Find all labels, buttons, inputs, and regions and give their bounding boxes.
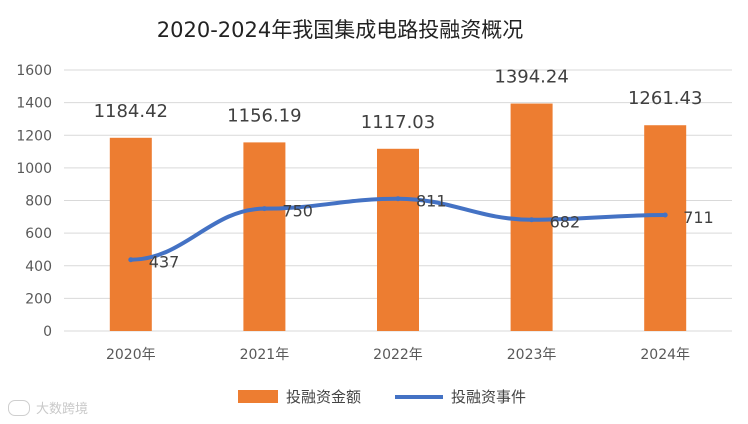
bar-data-label: 1156.19 [227, 105, 301, 126]
line-data-label: 750 [282, 202, 313, 221]
y-tick-label: 800 [25, 194, 52, 210]
y-tick-label: 200 [25, 291, 52, 307]
bar [243, 142, 286, 331]
bar [644, 125, 687, 331]
x-tick-label: 2021年 [240, 347, 290, 363]
line-point [529, 217, 535, 223]
y-tick-label: 1600 [16, 63, 52, 79]
legend-swatch-amount [238, 390, 278, 403]
watermark-logo-icon [8, 399, 30, 416]
bar-data-label: 1394.24 [494, 67, 568, 88]
x-tick-label: 2022年 [373, 347, 423, 363]
bar-data-label: 1184.42 [94, 101, 168, 122]
y-tick-label: 600 [25, 226, 52, 242]
y-tick-label: 1000 [16, 161, 52, 177]
line-data-label: 437 [149, 253, 180, 272]
chart-title: 2020-2024年我国集成电路投融资概况 [156, 18, 524, 42]
line-data-label: 682 [550, 213, 581, 232]
legend-item-events: 投融资事件 [395, 386, 526, 407]
line-point [395, 196, 401, 202]
line-point [261, 206, 267, 212]
legend-label-events: 投融资事件 [451, 388, 527, 406]
bar-data-label: 1117.03 [361, 112, 435, 133]
legend: 投融资金额 投融资事件 [238, 386, 560, 407]
line-data-label: 811 [416, 192, 447, 211]
watermark: 大数跨境 [8, 398, 88, 417]
watermark-text: 大数跨境 [36, 402, 89, 417]
y-tick-label: 0 [43, 324, 52, 340]
legend-label-amount: 投融资金额 [286, 388, 362, 406]
legend-swatch-events [395, 394, 444, 399]
x-tick-label: 2024年 [640, 347, 690, 363]
line-data-label: 711 [683, 208, 714, 227]
x-tick-label: 2020年 [106, 347, 156, 363]
bar-data-label: 1261.43 [628, 88, 702, 109]
bar [377, 148, 419, 331]
legend-item-amount: 投融资金额 [238, 386, 361, 407]
line-point [662, 212, 668, 218]
x-tick-label: 2023年 [507, 347, 557, 363]
bar [109, 137, 152, 331]
y-tick-label: 1200 [16, 128, 52, 144]
line-point [128, 257, 134, 263]
y-tick-label: 1400 [16, 96, 52, 112]
y-tick-label: 400 [25, 259, 52, 275]
